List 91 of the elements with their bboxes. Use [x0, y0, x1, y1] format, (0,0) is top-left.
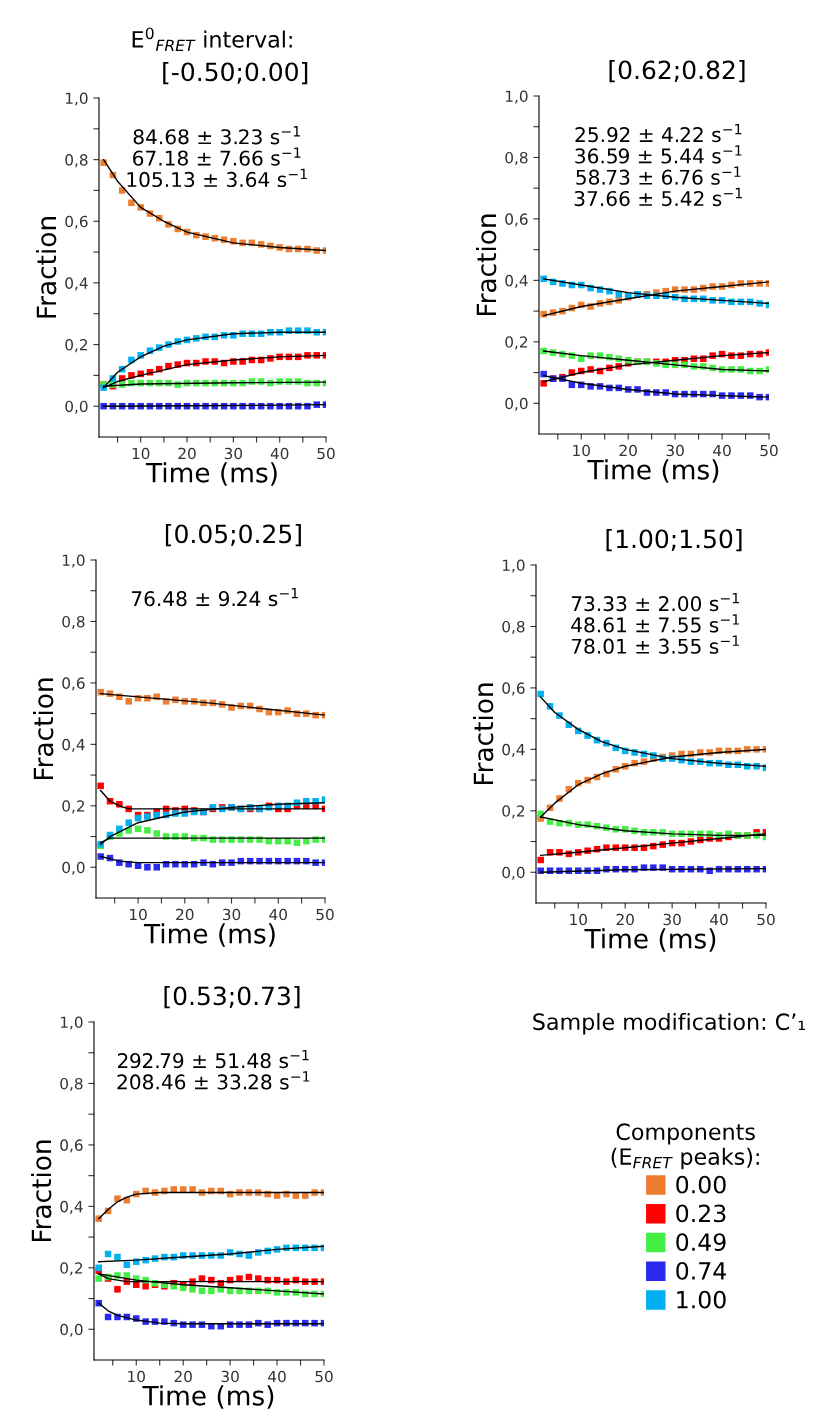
y-tick-label: 0,2 — [65, 339, 88, 353]
annotation: 292.79 ± 51.48 s$^{−1}$ — [118, 1049, 309, 1069]
annotation: 105.13 ± 3.64 s$^{−1}$ — [127, 168, 307, 188]
y-tick-label: 0,0 — [62, 861, 85, 875]
x-axis-title: Time (ms) — [587, 459, 719, 483]
y-axis-title: Fraction — [32, 678, 54, 780]
y-tick-label: 0,8 — [505, 151, 528, 166]
x-tick-label: 50 — [760, 444, 778, 457]
annotation: 36.59 ± 5.44 s$^{−1}$ — [575, 145, 742, 164]
x-tick-label: 30 — [224, 447, 243, 460]
chart-subtitle: [-0.50;0.00] — [163, 61, 308, 85]
legend-label: 0.23 — [676, 1204, 726, 1223]
text: Sample modification: C’₁ — [533, 1012, 805, 1035]
annotation: 84.68 ± 3.23 s$^{−1}$ — [133, 126, 300, 145]
x-tick-label: 20 — [176, 908, 194, 921]
y-tick-label: 1,0 — [62, 554, 85, 568]
annotation: 37.66 ± 5.42 s$^{−1}$ — [574, 187, 742, 207]
y-axis-title: Fraction — [472, 683, 494, 785]
y-tick-label: 0,8 — [65, 154, 88, 168]
y-tick-label: 0,0 — [505, 397, 528, 411]
x-tick-label: 30 — [663, 913, 681, 926]
y-tick-label: 0,6 — [60, 1139, 83, 1153]
x-axis-title: Time (ms) — [145, 462, 277, 486]
y-axis-title: Fraction — [475, 214, 497, 316]
legend-title: Components (E$_{FRET}$ peaks): — [611, 1123, 759, 1170]
y-tick-label: 0,2 — [502, 805, 525, 819]
legend-label: 0.74 — [676, 1261, 726, 1280]
y-tick-label: 1,0 — [505, 90, 528, 104]
y-tick-label: 0,6 — [505, 213, 528, 227]
y-tick-label: 0,6 — [65, 215, 88, 229]
y-tick-label: 0,4 — [60, 1200, 83, 1214]
x-tick-label: 20 — [616, 913, 634, 926]
x-tick-label: 50 — [315, 1370, 333, 1383]
x-tick-label: 40 — [710, 913, 728, 926]
chart-title: [0.53;0.73] — [164, 985, 300, 1009]
y-tick-label: 0,4 — [505, 274, 528, 288]
y-axis-title: Fraction — [30, 1140, 52, 1242]
x-tick-label: 30 — [222, 908, 241, 921]
x-tick-label: 40 — [713, 444, 731, 457]
y-tick-label: 0,8 — [60, 1077, 83, 1092]
y-tick-label: 0,8 — [62, 615, 85, 630]
legend-label: 0.00 — [676, 1175, 726, 1194]
y-tick-label: 0,8 — [502, 620, 525, 635]
y-tick-label: 0,0 — [65, 400, 88, 414]
x-axis-title: Time (ms) — [143, 923, 275, 947]
y-tick-label: 0,2 — [505, 336, 528, 350]
legend-label: 0.49 — [676, 1233, 726, 1252]
chart-title: [1.00;1.50] — [606, 528, 742, 552]
y-tick-label: 1,0 — [60, 1016, 83, 1030]
annotation: 73.33 ± 2.00 s$^{−1}$ — [571, 592, 739, 612]
annotation: 78.01 ± 3.55 s$^{−1}$ — [571, 635, 739, 654]
annotation: 58.73 ± 6.76 s$^{−1}$ — [576, 166, 741, 185]
x-axis-title: Time (ms) — [584, 928, 716, 952]
y-tick-label: 1,0 — [502, 559, 525, 573]
x-tick-label: 50 — [757, 913, 775, 926]
annotation: 48.61 ± 7.55 s$^{−1}$ — [571, 614, 739, 633]
y-axis-title: Fraction — [35, 217, 57, 318]
y-tick-label: 0,2 — [60, 1262, 83, 1276]
y-tick-label: 0,0 — [502, 866, 525, 880]
x-tick-label: 50 — [317, 447, 335, 460]
x-tick-label: 30 — [221, 1370, 239, 1383]
x-axis-title: Time (ms) — [142, 1385, 274, 1409]
chart-title: [0.62;0.82] — [609, 59, 745, 83]
y-tick-label: 0,4 — [502, 743, 525, 757]
annotation: 76.48 ± 9.24 s$^{−1}$ — [131, 587, 298, 607]
y-tick-label: 0,6 — [62, 677, 85, 691]
x-tick-label: 50 — [316, 908, 334, 921]
legend-label: 1.00 — [677, 1290, 726, 1309]
y-tick-label: 1,0 — [65, 92, 88, 106]
x-tick-label: 10 — [132, 447, 150, 460]
x-tick-label: 10 — [573, 444, 590, 457]
y-tick-label: 0,4 — [62, 738, 85, 752]
x-tick-label: 40 — [270, 447, 289, 460]
x-tick-label: 40 — [268, 1370, 286, 1383]
x-tick-label: 20 — [174, 1370, 192, 1383]
annotation: 67.18 ± 7.66 s$^{−1}$ — [133, 147, 301, 166]
y-tick-label: 0,6 — [502, 682, 525, 696]
x-tick-label: 20 — [619, 444, 637, 457]
x-tick-label: 30 — [666, 444, 684, 457]
x-tick-label: 10 — [570, 913, 587, 926]
y-tick-label: 0,0 — [60, 1323, 83, 1337]
x-tick-label: 10 — [128, 1370, 145, 1383]
x-tick-label: 40 — [269, 908, 287, 921]
chart-title: E$^{0}$$_{FRET}$ interval: — [132, 27, 292, 52]
x-tick-label: 20 — [178, 447, 196, 460]
annotation: 25.92 ± 4.22 s$^{−1}$ — [575, 123, 742, 143]
y-tick-label: 0,2 — [62, 800, 85, 814]
y-tick-label: 0,4 — [65, 277, 88, 291]
chart-title: [0.05;0.25] — [165, 523, 301, 547]
annotation: 208.46 ± 33.28 s$^{−1}$ — [117, 1071, 310, 1090]
x-tick-label: 10 — [130, 908, 147, 921]
